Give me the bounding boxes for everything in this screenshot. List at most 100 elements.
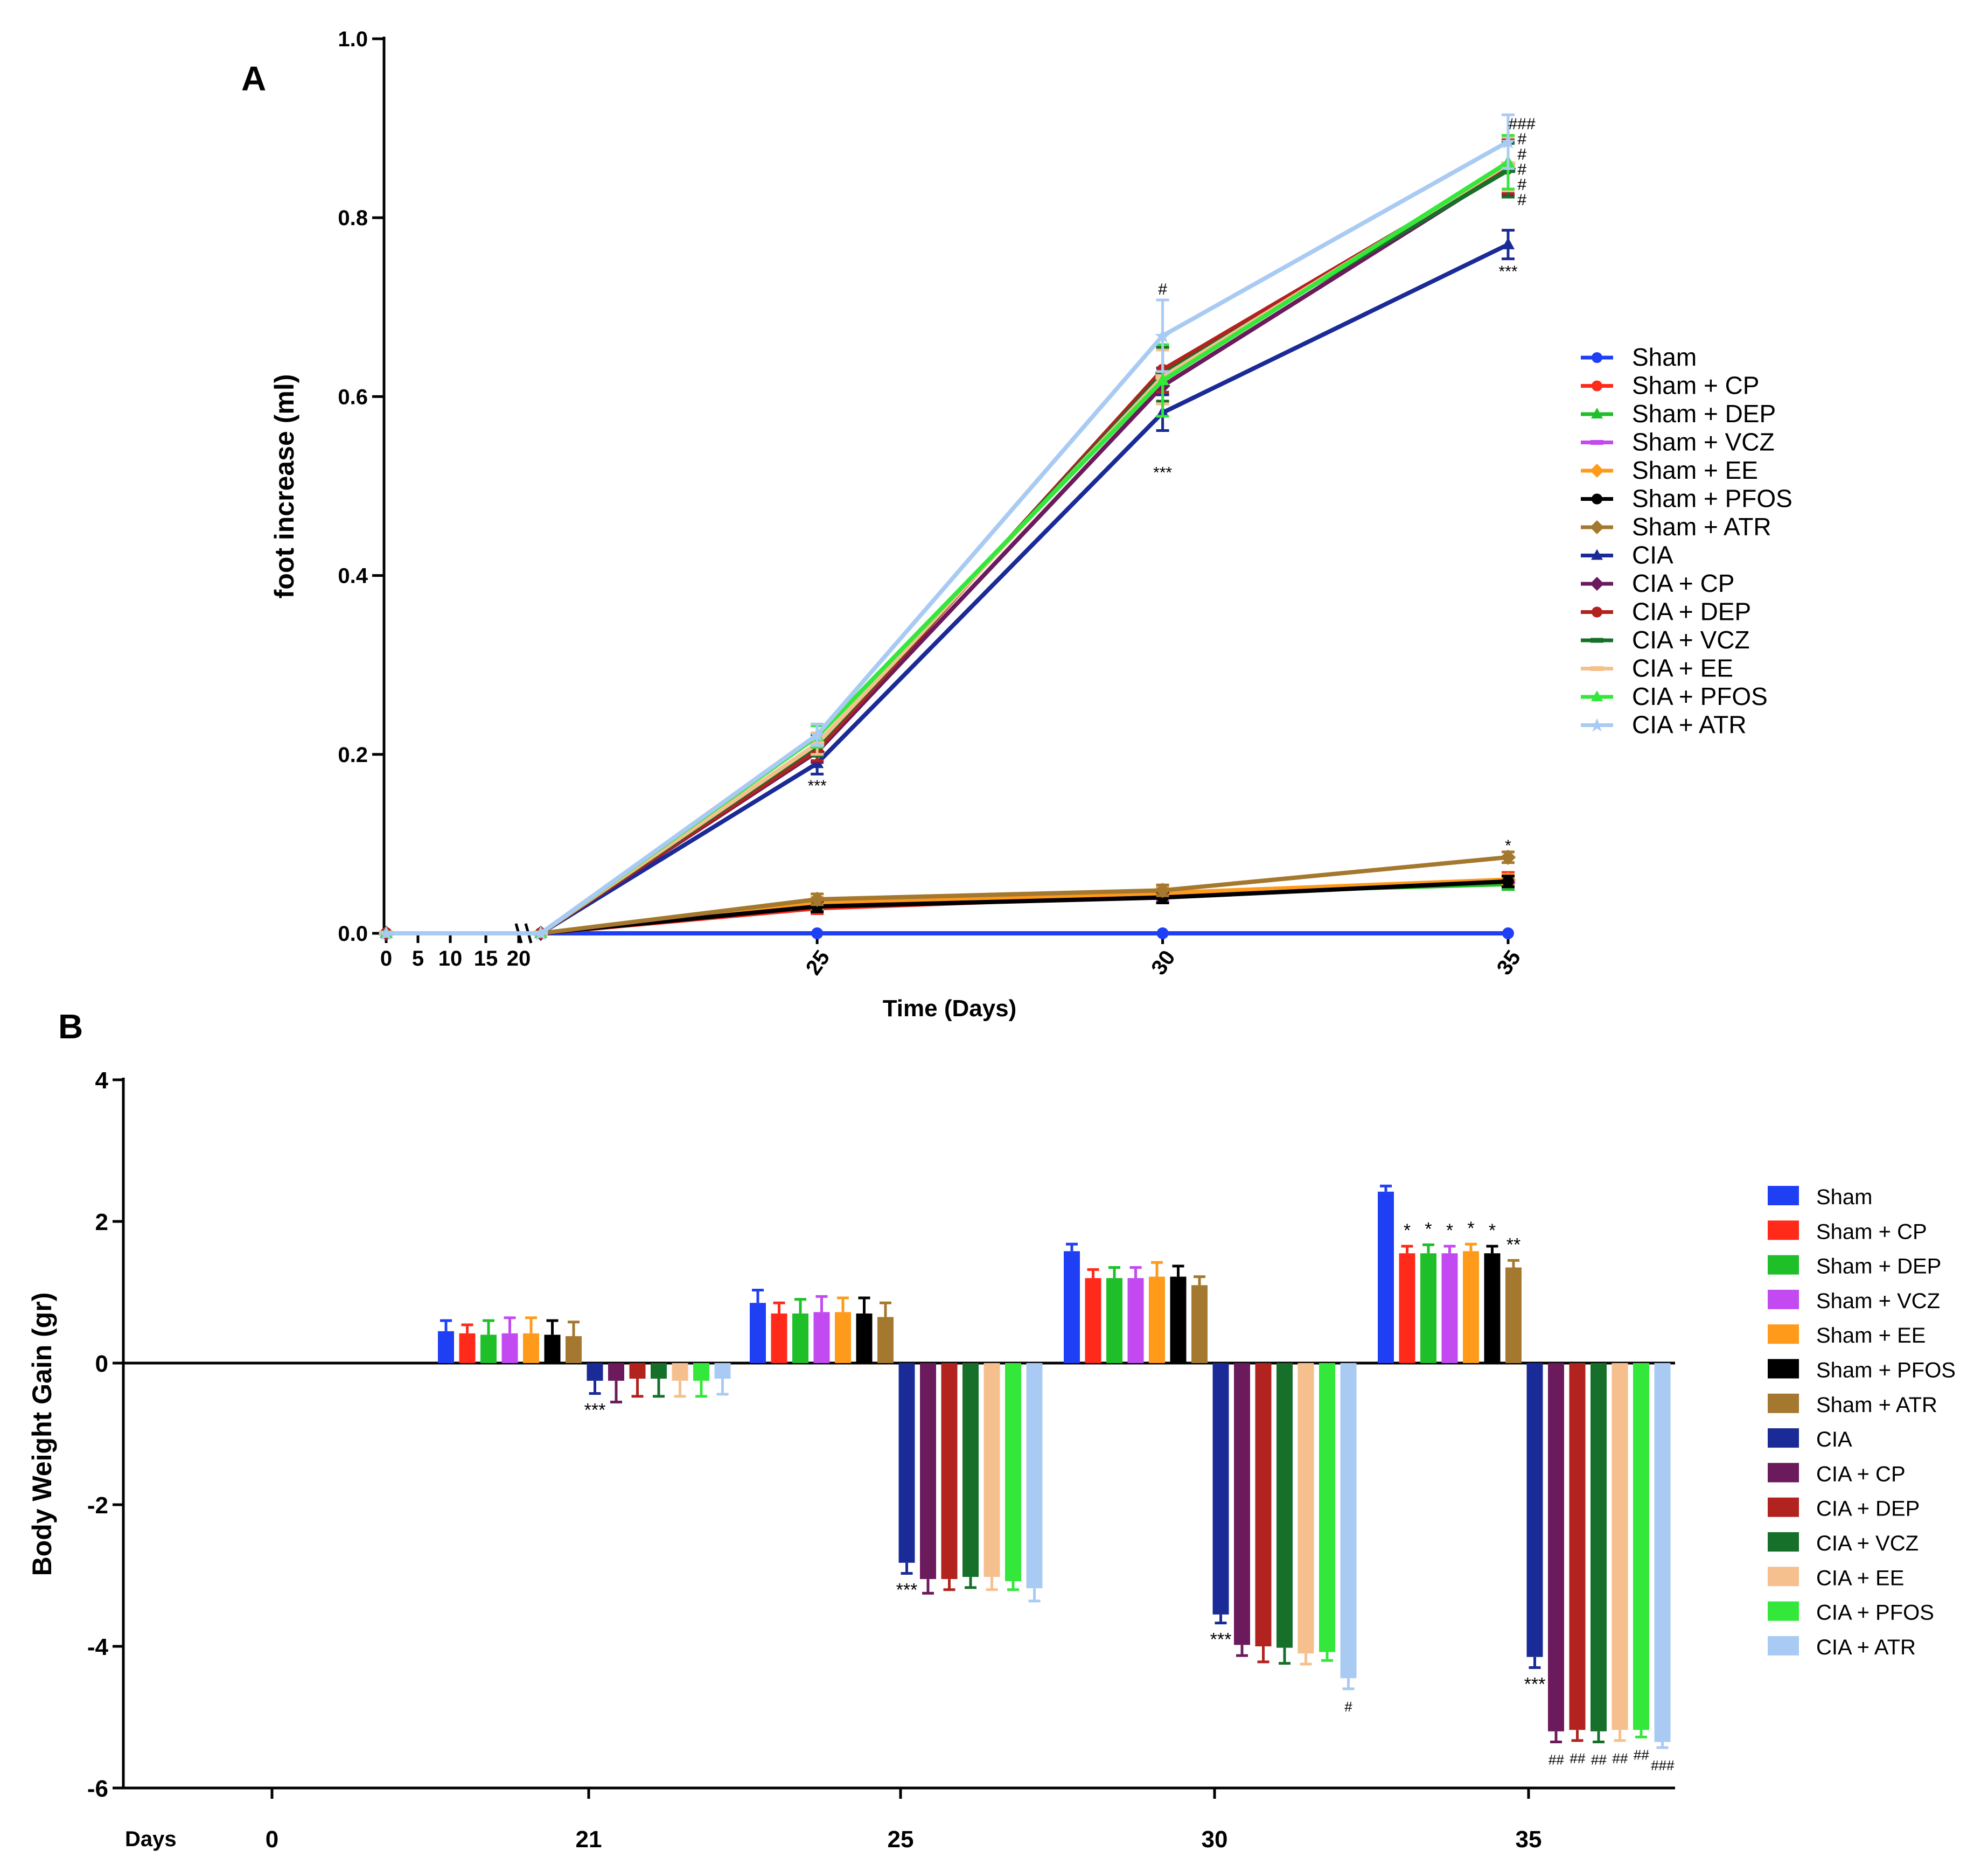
b-y-tick-label: 2 bbox=[95, 1209, 108, 1235]
b-bar bbox=[1484, 1253, 1501, 1363]
b-annotation: * bbox=[1467, 1218, 1474, 1239]
b-annotation: ### bbox=[1651, 1757, 1675, 1773]
b-legend-swatch bbox=[1768, 1428, 1799, 1448]
a-legend-label: CIA + VCZ bbox=[1632, 626, 1750, 654]
a-legend-marker bbox=[1592, 380, 1602, 392]
b-x-tick-label: 25 bbox=[888, 1826, 914, 1853]
b-bar bbox=[1212, 1363, 1229, 1615]
b-legend-swatch bbox=[1768, 1255, 1799, 1275]
a-data-point bbox=[1501, 237, 1515, 249]
a-x-tick-label: 0 bbox=[380, 947, 392, 970]
b-bar bbox=[1127, 1278, 1144, 1363]
a-annotation: *** bbox=[1153, 464, 1172, 482]
b-bar bbox=[459, 1333, 476, 1363]
a-legend-label: Sham + EE bbox=[1632, 456, 1758, 484]
a-y-tick-label: 0.0 bbox=[338, 922, 368, 946]
a-legend-marker bbox=[1590, 520, 1604, 534]
b-bar bbox=[1441, 1253, 1458, 1363]
a-data-point bbox=[1502, 927, 1514, 939]
a-annotation: # bbox=[1517, 130, 1526, 148]
b-legend-label: CIA + CP bbox=[1816, 1462, 1906, 1486]
a-annotation: * bbox=[1505, 837, 1511, 855]
a-legend-label: CIA + ATR bbox=[1632, 711, 1747, 739]
a-x-tick-label: 30 bbox=[1147, 946, 1180, 980]
chart-a: 0.0 0.2 0.4 0.6 0.8 1.0 foot increase (ml) 0 5 10… bbox=[269, 27, 1792, 1022]
b-x-axis-label: Days bbox=[125, 1827, 177, 1851]
a-data-point bbox=[1500, 849, 1516, 865]
b-bar bbox=[1106, 1278, 1122, 1363]
a-data-point bbox=[1155, 328, 1170, 343]
b-legend-swatch bbox=[1768, 1567, 1799, 1587]
b-bar bbox=[714, 1363, 731, 1379]
a-data-point bbox=[1155, 882, 1170, 898]
b-bar bbox=[629, 1363, 646, 1379]
a-legend-label: CIA + PFOS bbox=[1632, 682, 1768, 710]
a-annotation: # bbox=[1158, 281, 1167, 298]
b-series-9 bbox=[629, 1363, 1586, 1742]
a-data-point bbox=[378, 925, 394, 941]
a-legend-label: CIA + EE bbox=[1632, 654, 1733, 682]
a-series-line bbox=[386, 165, 1510, 935]
a-y-tick-label: 0.8 bbox=[338, 206, 368, 230]
b-bar bbox=[898, 1363, 915, 1563]
b-bar bbox=[983, 1363, 1000, 1577]
b-series-6 bbox=[566, 1259, 1522, 1363]
a-annotation: # bbox=[1517, 161, 1526, 179]
b-annotation: *** bbox=[1524, 1674, 1546, 1694]
b-bar bbox=[750, 1303, 766, 1363]
b-legend-swatch bbox=[1768, 1393, 1799, 1413]
b-legend-swatch bbox=[1768, 1497, 1799, 1517]
a-legend-label: Sham + PFOS bbox=[1632, 485, 1792, 513]
a-legend-marker bbox=[1592, 493, 1602, 505]
b-series-5 bbox=[544, 1245, 1501, 1363]
b-bar bbox=[1420, 1253, 1436, 1363]
b-x-tick-label: 21 bbox=[576, 1826, 602, 1853]
chart-b: -6 -4 -2 0 2 4 Body Weight Gain (gr) 0 21 25 30 35 D… bbox=[27, 1067, 1956, 1853]
a-data-point bbox=[1500, 134, 1516, 149]
a-series-line bbox=[386, 162, 1510, 935]
b-legend-label: CIA + ATR bbox=[1816, 1636, 1916, 1659]
b-annotation: ## bbox=[1634, 1747, 1649, 1763]
b-legend-swatch bbox=[1768, 1289, 1799, 1309]
b-annotation: *** bbox=[584, 1400, 606, 1421]
b-bar bbox=[856, 1313, 873, 1363]
a-x-tick-label: 35 bbox=[1492, 946, 1526, 980]
b-annotation: *** bbox=[1210, 1630, 1232, 1650]
b-legend-swatch bbox=[1768, 1601, 1799, 1621]
a-y-tick-label: 0.6 bbox=[338, 385, 368, 409]
a-legend-marker bbox=[1591, 690, 1603, 701]
b-bar bbox=[1234, 1363, 1250, 1645]
b-annotation: # bbox=[1344, 1699, 1352, 1715]
b-legend-swatch bbox=[1768, 1532, 1799, 1552]
a-y-tick-label: 1.0 bbox=[338, 27, 368, 51]
b-series-1 bbox=[459, 1245, 1415, 1363]
a-y-axis-label: foot increase (ml) bbox=[269, 374, 299, 599]
a-data-point bbox=[809, 727, 825, 742]
b-series-10 bbox=[651, 1363, 1607, 1744]
b-legend-swatch bbox=[1768, 1359, 1799, 1379]
b-bar bbox=[544, 1335, 561, 1363]
b-bar bbox=[1085, 1278, 1101, 1363]
a-legend-label: CIA + DEP bbox=[1632, 598, 1751, 626]
b-bar bbox=[1319, 1363, 1335, 1652]
b-legend-swatch bbox=[1768, 1636, 1799, 1656]
a-annotation: *** bbox=[1498, 263, 1517, 281]
b-y-tick-label: 0 bbox=[95, 1351, 108, 1377]
b-bar bbox=[693, 1363, 709, 1381]
a-series-line bbox=[386, 139, 1509, 935]
a-annotation: # bbox=[1517, 145, 1526, 163]
b-y-axis-label: Body Weight Gain (gr) bbox=[27, 1293, 57, 1576]
a-legend-label: CIA bbox=[1632, 541, 1673, 569]
b-legend-label: Sham + PFOS bbox=[1816, 1359, 1956, 1382]
b-bar bbox=[1591, 1363, 1607, 1731]
b-bar bbox=[501, 1333, 518, 1363]
a-annotation: # bbox=[1517, 176, 1526, 194]
a-data-point bbox=[1156, 373, 1169, 386]
b-x-tick-label: 30 bbox=[1202, 1826, 1228, 1853]
b-bar bbox=[1298, 1363, 1314, 1654]
b-bar bbox=[480, 1335, 497, 1363]
a-data-point bbox=[809, 891, 825, 907]
a-series-9 bbox=[380, 138, 1515, 939]
a-data-point bbox=[1156, 927, 1169, 939]
b-annotation: * bbox=[1489, 1220, 1496, 1241]
